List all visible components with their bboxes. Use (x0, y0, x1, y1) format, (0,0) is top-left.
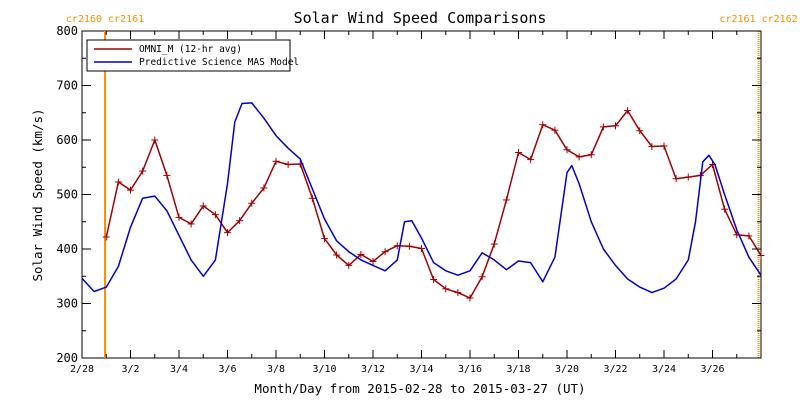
series-line-model (81, 102, 762, 294)
data-point (648, 143, 656, 151)
chart-title: Solar Wind Speed Comparisons (294, 9, 547, 27)
data-point (539, 121, 547, 129)
series-line-omni (105, 109, 762, 299)
data-point (345, 261, 353, 269)
carrington-label: cr2161 (719, 14, 755, 25)
data-point (248, 199, 256, 207)
data-point (139, 167, 147, 175)
data-point (478, 273, 486, 281)
series-layer (81, 102, 765, 302)
y-tick-label: 600 (56, 133, 78, 147)
data-point (211, 211, 219, 219)
x-tick-label: 2/28 (70, 364, 94, 375)
data-point (236, 217, 244, 225)
data-point (199, 202, 207, 210)
data-point (515, 149, 522, 157)
y-tick-label: 500 (56, 188, 78, 202)
data-point (502, 196, 510, 204)
data-point (672, 175, 680, 183)
legend-label-omni: OMNI_M (12-hr avg) (139, 44, 242, 55)
y-tick-label: 300 (56, 297, 78, 311)
x-tick-label: 3/10 (312, 364, 336, 375)
data-point (308, 194, 316, 202)
data-point (284, 161, 292, 169)
data-point (321, 235, 328, 243)
data-point (563, 146, 571, 154)
data-point (721, 205, 729, 213)
x-tick-label: 3/4 (170, 364, 188, 375)
data-point (405, 242, 413, 250)
x-tick-label: 3/8 (267, 364, 285, 375)
x-tick-label: 3/22 (603, 364, 627, 375)
data-point (187, 220, 195, 228)
data-point (333, 251, 341, 259)
plot-frame (81, 30, 762, 359)
data-point (684, 173, 692, 181)
data-point (163, 171, 171, 179)
y-axis-label: Solar Wind Speed (km/s) (30, 108, 45, 281)
data-point (418, 244, 425, 252)
tick-layer: 2/28 3/2 3/4 3/6 3/8 3/10 3/12 3/14 3/16 3/18 3/20… (56, 24, 761, 375)
data-point (527, 156, 535, 164)
data-point (599, 123, 607, 131)
data-point (114, 178, 122, 186)
data-point (636, 127, 644, 135)
x-tick-label: 3/6 (218, 364, 236, 375)
carrington-label: cr2160 (66, 14, 102, 25)
data-point (587, 151, 595, 159)
carrington-label: cr2162 (762, 14, 798, 25)
x-tick-label: 3/16 (458, 364, 482, 375)
data-point (745, 232, 753, 240)
x-tick-label: 3/24 (652, 364, 676, 375)
data-point (575, 153, 583, 161)
data-point (224, 229, 231, 237)
x-tick-label: 3/2 (121, 364, 139, 375)
data-point (551, 126, 559, 134)
carrington-label: cr2161 (108, 14, 144, 25)
legend-box (86, 39, 291, 72)
x-tick-label: 3/20 (555, 364, 579, 375)
data-point (102, 233, 110, 241)
data-point (466, 294, 474, 302)
data-point (357, 250, 365, 258)
data-point (260, 184, 268, 192)
data-point (454, 289, 462, 297)
y-tick-label: 400 (56, 242, 78, 256)
x-axis-label: Month/Day from 2015-02-28 to 2015-03-27 … (254, 381, 585, 396)
y-tick-label: 700 (56, 79, 78, 93)
data-point (660, 142, 668, 150)
x-tick-label: 3/14 (409, 364, 433, 375)
data-point (151, 136, 159, 144)
data-point (490, 240, 498, 248)
plot-border (81, 30, 762, 359)
data-point (381, 248, 389, 256)
data-point (175, 213, 183, 221)
data-point (757, 252, 765, 260)
legend: OMNI_M (12-hr avg) Predictive Science MA… (86, 39, 299, 72)
data-point (369, 258, 377, 266)
data-point (272, 157, 280, 165)
legend-label-model: Predictive Science MAS Model (139, 57, 299, 68)
data-point (442, 285, 450, 293)
data-point (612, 122, 619, 130)
x-tick-label: 3/26 (700, 364, 724, 375)
data-point (430, 276, 438, 284)
data-point (624, 107, 632, 115)
x-tick-label: 3/18 (506, 364, 530, 375)
y-tick-label: 200 (56, 351, 78, 365)
data-point (127, 186, 134, 194)
y-tick-label: 800 (56, 24, 78, 38)
x-tick-label: 3/12 (361, 364, 385, 375)
